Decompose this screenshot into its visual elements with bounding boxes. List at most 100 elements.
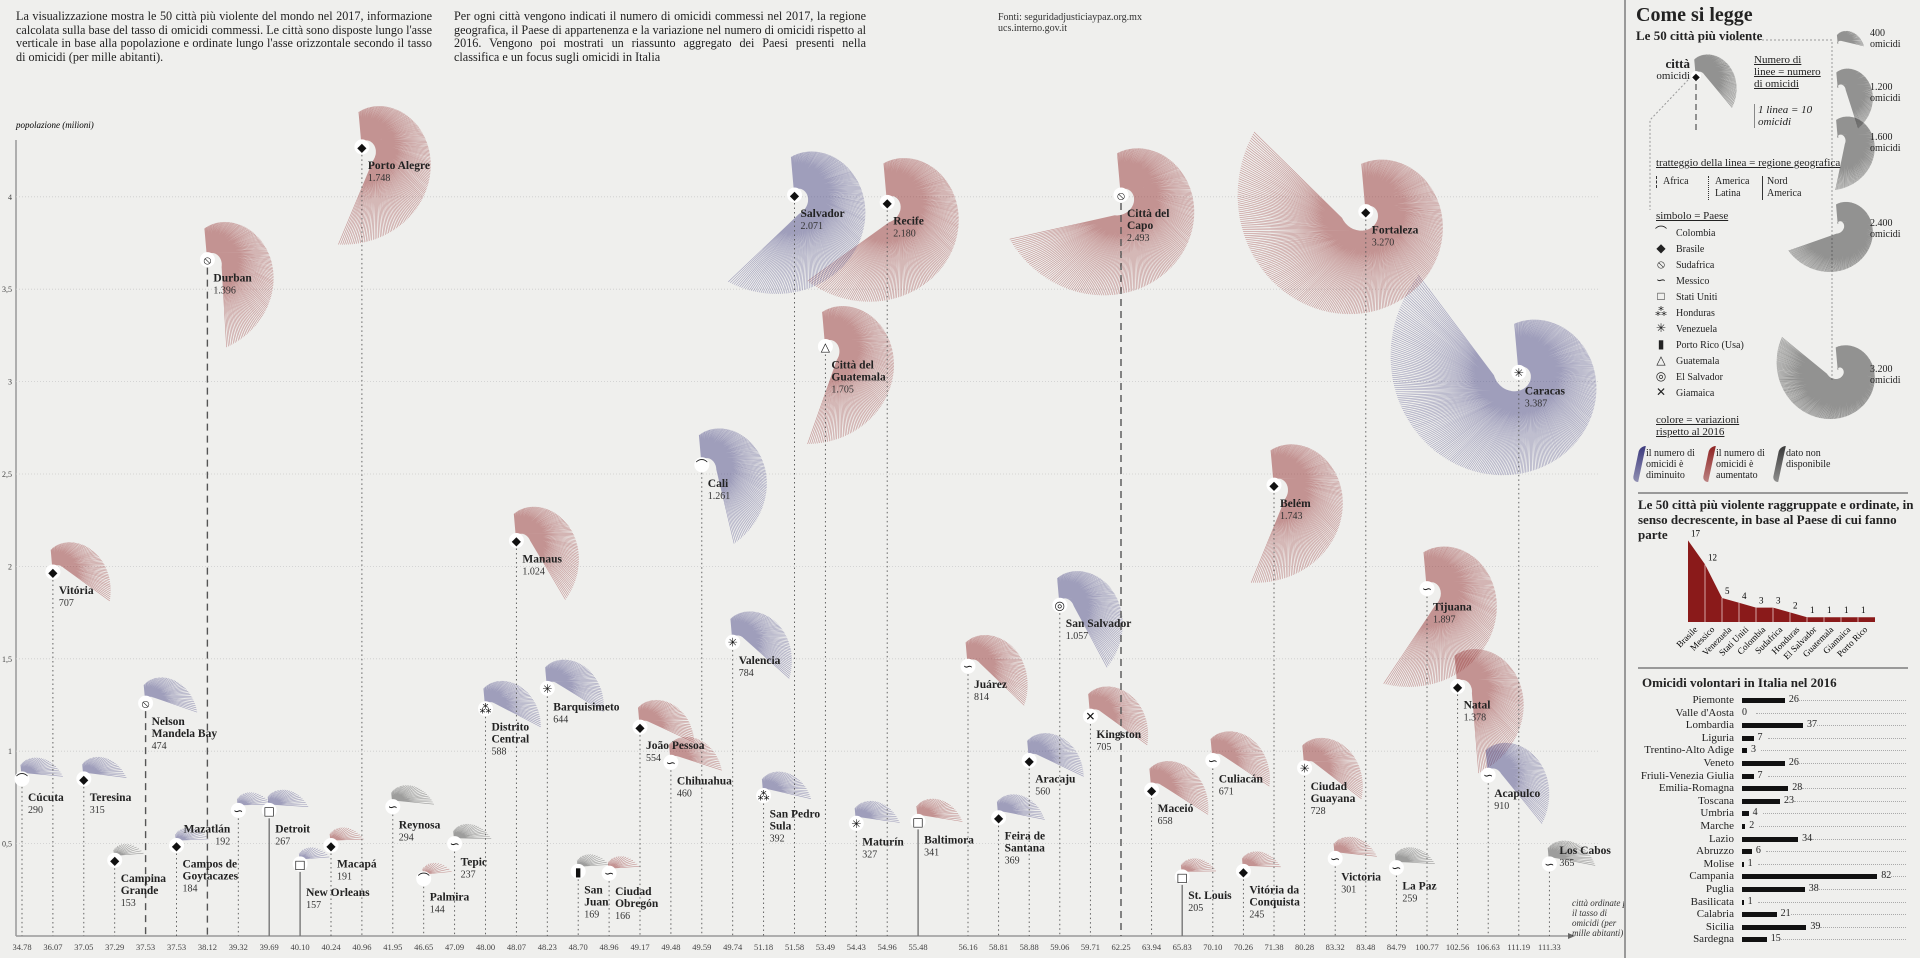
brasile-diamond-icon: ◆ <box>1147 784 1157 798</box>
homicide-shell <box>483 680 541 728</box>
x-tick-label: 80.28 <box>1295 942 1314 952</box>
italy-chart-title: Omicidi volontari in Italia nel 2016 <box>1642 675 1837 690</box>
x-tick-label: 48.23 <box>538 942 557 952</box>
city-name-line: Natal <box>1464 700 1491 712</box>
city-name-line: Maceió <box>1158 803 1194 815</box>
legend-scale-label: 3.200 omicidi <box>1870 364 1901 386</box>
y-tick-label: 3,5 <box>2 285 12 294</box>
homicide-shell <box>730 611 792 679</box>
marker-background <box>910 813 926 829</box>
marker-background <box>230 802 246 818</box>
italy-row-guide <box>1793 800 1906 802</box>
italy-value: 39 <box>1810 920 1821 932</box>
stati-uniti-square-icon: □ <box>264 804 275 818</box>
legend-scale-label: 2.400 omicidi <box>1870 218 1901 240</box>
city-name: João Pessoa <box>646 740 705 752</box>
country-name: Porto Rico (Usa) <box>1676 340 1744 351</box>
x-tick-label: 49.59 <box>692 942 711 952</box>
italy-region-label: Sardegna <box>1693 933 1734 946</box>
shell-lines <box>807 305 895 445</box>
y-tick-label: 0,5 <box>2 840 12 849</box>
stati-uniti-square-icon: □ <box>1177 870 1188 884</box>
shell-lines <box>1027 733 1084 777</box>
country-name: Colombia <box>1676 228 1716 239</box>
city-name-line: San Salvador <box>1066 618 1132 630</box>
italy-region-label: Piemonte <box>1692 694 1734 706</box>
marker-background <box>385 799 401 815</box>
country-symbol-row: ▮ Porto Rico (Usa) <box>1652 338 1744 354</box>
marker-background <box>1480 767 1496 783</box>
homicide-shell <box>965 634 1028 706</box>
homicide-shell <box>1454 648 1524 774</box>
legend-color-title: colore = variazioni rispetto al 2016 <box>1656 414 1740 438</box>
honduras-dots-icon: ⁂ <box>1655 305 1667 319</box>
shell-lines <box>638 699 695 743</box>
brasile-diamond-icon: ◆ <box>357 140 367 154</box>
italy-region-label: Trentino-Alto Adige <box>1644 744 1734 757</box>
city-name: Ciudad Guayana <box>1311 781 1356 805</box>
brasile-diamond-icon: ◆ <box>79 772 89 786</box>
shell-lines <box>1485 742 1550 824</box>
city-name-line: Campina <box>121 873 167 885</box>
city-homicides: 3.270 <box>1372 238 1395 249</box>
x-tick-label: 36.07 <box>43 942 62 952</box>
colombia-arch-icon: ⌒ <box>16 772 28 786</box>
city-homicides: 153 <box>121 898 136 909</box>
city-homicides: 327 <box>862 849 877 860</box>
marker-background <box>323 837 339 853</box>
italy-value: 6 <box>1755 845 1761 857</box>
italy-value: 37 <box>1807 719 1818 731</box>
homicide-shell <box>1057 570 1123 668</box>
country-symbol-row: ∽ Messico <box>1652 274 1744 290</box>
city-homicides: 1.057 <box>1066 631 1089 642</box>
legend-scale-label: 400 omicidi <box>1870 28 1901 50</box>
sudafrica-circle-slash-icon: ⦸ <box>1117 188 1125 202</box>
italy-value: 7 <box>1757 731 1763 743</box>
italy-region-label: Valle d'Aosta <box>1675 706 1735 719</box>
city-name-line: Goytacazes <box>183 870 239 882</box>
city-homicides: 1.897 <box>1433 615 1456 626</box>
legend-scale-value: 3.200 <box>1870 364 1893 375</box>
city-name-line: Guayana <box>1311 793 1356 805</box>
marker-background <box>1511 364 1527 380</box>
italy-value: 1 <box>1747 895 1753 907</box>
city-homicides: 658 <box>1158 816 1173 827</box>
shell-lines <box>730 611 792 679</box>
country-value-label: 3 <box>1759 596 1764 606</box>
city-name: Tijuana <box>1433 602 1472 614</box>
city-name-line: Durban <box>213 273 252 285</box>
shell-lines <box>916 798 963 822</box>
italy-region-label: Umbria <box>1700 807 1734 820</box>
sudafrica-circle-slash-icon: ⦸ <box>1657 257 1665 271</box>
city-name-line: Feira de <box>1005 831 1046 843</box>
country-name: Stati Uniti <box>1676 292 1718 303</box>
country-value-label: 1 <box>1861 605 1866 615</box>
legend-symbol-title: simbolo = Paese <box>1656 210 1729 222</box>
city-name: Tepic <box>461 857 487 869</box>
italy-row: Valle d'Aosta 0 <box>1626 707 1920 719</box>
italy-row: Toscana 23 <box>1626 795 1920 807</box>
shell-lines <box>1390 275 1597 476</box>
legend-sample-city: città <box>1665 56 1690 71</box>
divider <box>1638 492 1908 494</box>
city-name-line: Obregón <box>615 898 659 910</box>
marker-background <box>601 865 617 881</box>
guatemala-triangle-icon: △ <box>1656 353 1666 367</box>
x-tick-label: 106.63 <box>1477 942 1500 952</box>
italy-bar <box>1742 798 1780 804</box>
city-name: Città del Capo <box>1127 208 1169 232</box>
country-symbol-list: ⌒ Colombia ◆ Brasile ⦸ Sudafrica ∽ Messico □ Stat… <box>1652 226 1744 402</box>
legend-scale-unit: omicidi <box>1870 229 1901 240</box>
city-name-line: Porto Alegre <box>368 160 430 172</box>
italy-region-label: Basilicata <box>1690 895 1734 908</box>
italy-bar <box>1742 937 1767 943</box>
colombia-arch-icon: ⌒ <box>696 458 708 472</box>
divider <box>1638 667 1908 669</box>
italy-region-label: Molise <box>1703 857 1734 870</box>
italy-row: Sardegna 15 <box>1626 933 1920 945</box>
